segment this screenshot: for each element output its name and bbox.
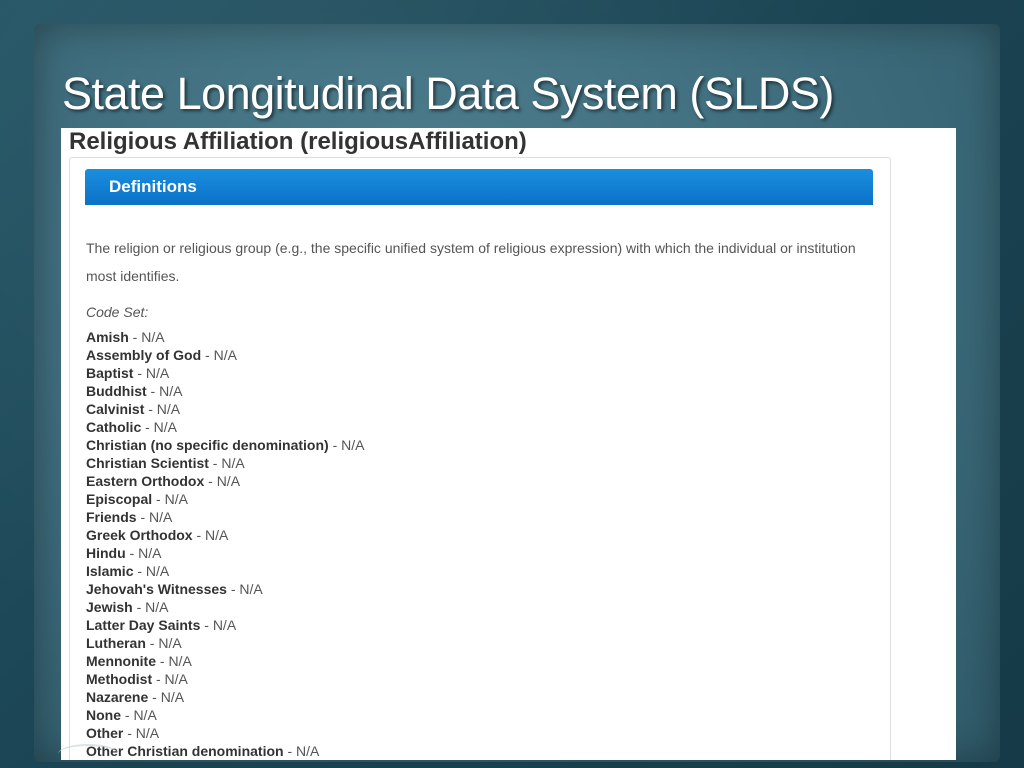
- code-set-list: Amish - N/A Assembly of God - N/A Baptist …: [86, 328, 364, 760]
- code-set-item: Nazarene - N/A: [86, 688, 364, 706]
- code-description: - N/A: [152, 671, 188, 687]
- decorative-arc: [58, 744, 118, 764]
- code-name: Assembly of God: [86, 347, 202, 363]
- code-description: - N/A: [146, 383, 183, 399]
- code-set-item: Amish - N/A: [86, 328, 364, 346]
- definitions-header-label: Definitions: [109, 177, 197, 196]
- code-name: None: [86, 707, 121, 723]
- code-name: Baptist: [86, 365, 134, 381]
- code-set-item: Baptist - N/A: [86, 364, 364, 382]
- code-name: Christian Scientist: [86, 455, 209, 471]
- code-name: Methodist: [86, 671, 153, 687]
- code-description: - N/A: [283, 743, 320, 759]
- code-description: - N/A: [192, 527, 229, 543]
- code-set-item: Other - N/A: [86, 724, 364, 742]
- document-heading: Religious Affiliation (religiousAffiliat…: [69, 128, 527, 155]
- code-description: - N/A: [132, 599, 169, 615]
- code-set-item: Hindu - N/A: [86, 544, 364, 562]
- code-name: Catholic: [86, 419, 142, 435]
- definition-text: The religion or religious group (e.g., t…: [86, 240, 856, 284]
- code-name: Christian (no specific denomination): [86, 437, 329, 453]
- code-name: Friends: [86, 509, 137, 525]
- code-set-item: Eastern Orthodox - N/A: [86, 472, 364, 490]
- code-description: - N/A: [128, 329, 165, 345]
- code-set-item: Christian Scientist - N/A: [86, 454, 364, 472]
- code-description: - N/A: [136, 509, 173, 525]
- code-name: Buddhist: [86, 383, 147, 399]
- slide-title: State Longitudinal Data System (SLDS): [62, 68, 834, 119]
- code-set-item: Catholic - N/A: [86, 418, 364, 436]
- code-set-item: Buddhist - N/A: [86, 382, 364, 400]
- code-set-item: Lutheran - N/A: [86, 634, 364, 652]
- code-name: Mennonite: [86, 653, 156, 669]
- document-screenshot: Religious Affiliation (religiousAffiliat…: [61, 128, 956, 760]
- code-name: Hindu: [86, 545, 126, 561]
- code-set-item: Greek Orthodox - N/A: [86, 526, 364, 544]
- code-description: - N/A: [208, 455, 245, 471]
- code-description: - N/A: [133, 365, 170, 381]
- code-name: Other Christian denomination: [86, 743, 284, 759]
- code-set-item: Jehovah's Witnesses - N/A: [86, 580, 364, 598]
- code-set-item: Methodist - N/A: [86, 670, 364, 688]
- code-set-item: Other Christian denomination - N/A: [86, 742, 364, 760]
- code-name: Lutheran: [86, 635, 146, 651]
- code-name: Other: [86, 725, 124, 741]
- code-set-item: Latter Day Saints - N/A: [86, 616, 364, 634]
- code-description: - N/A: [144, 401, 181, 417]
- code-set-label: Code Set:: [86, 304, 149, 320]
- code-name: Islamic: [86, 563, 134, 579]
- code-description: - N/A: [156, 653, 192, 669]
- code-description: - N/A: [152, 491, 188, 507]
- code-description: - N/A: [201, 347, 237, 363]
- code-description: - N/A: [125, 545, 162, 561]
- code-set-item: Mennonite - N/A: [86, 652, 364, 670]
- code-description: - N/A: [226, 581, 263, 597]
- code-set-item: Islamic - N/A: [86, 562, 364, 580]
- code-description: - N/A: [328, 437, 365, 453]
- code-set-item: None - N/A: [86, 706, 364, 724]
- code-name: Jehovah's Witnesses: [86, 581, 227, 597]
- code-name: Greek Orthodox: [86, 527, 193, 543]
- code-description: - N/A: [200, 617, 237, 633]
- code-description: - N/A: [121, 707, 157, 723]
- code-name: Episcopal: [86, 491, 153, 507]
- code-set-item: Christian (no specific denomination) - N…: [86, 436, 364, 454]
- code-name: Amish: [86, 329, 129, 345]
- code-name: Jewish: [86, 599, 133, 615]
- code-description: - N/A: [204, 473, 241, 489]
- code-name: Calvinist: [86, 401, 145, 417]
- code-set-item: Friends - N/A: [86, 508, 364, 526]
- code-description: - N/A: [133, 563, 170, 579]
- code-set-item: Assembly of God - N/A: [86, 346, 364, 364]
- code-set-item: Episcopal - N/A: [86, 490, 364, 508]
- code-name: Latter Day Saints: [86, 617, 201, 633]
- code-description: - N/A: [141, 419, 178, 435]
- code-set-item: Jewish - N/A: [86, 598, 364, 616]
- code-name: Eastern Orthodox: [86, 473, 205, 489]
- code-set-item: Calvinist - N/A: [86, 400, 364, 418]
- definitions-panel-header[interactable]: Definitions: [85, 169, 873, 205]
- code-description: - N/A: [145, 635, 182, 651]
- code-name: Nazarene: [86, 689, 149, 705]
- code-description: - N/A: [148, 689, 185, 705]
- code-description: - N/A: [123, 725, 160, 741]
- definitions-panel: Definitions The religion or religious gr…: [69, 157, 891, 760]
